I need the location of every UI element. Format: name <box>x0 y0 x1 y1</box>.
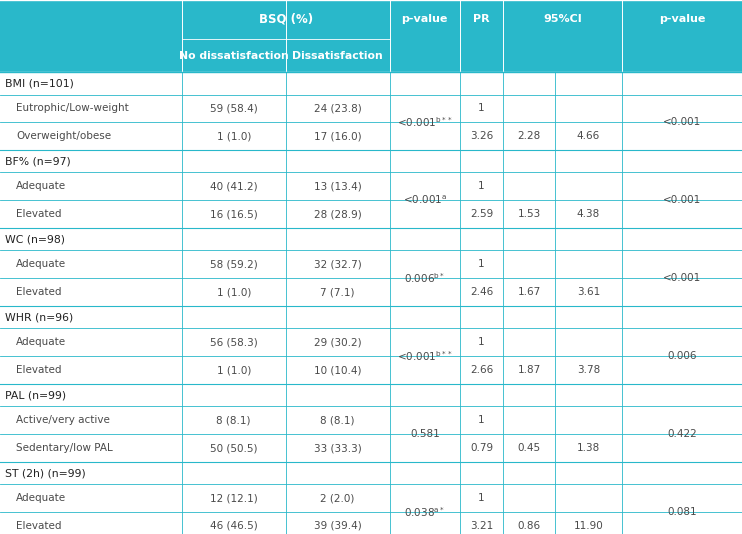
Text: Eutrophic/Low-weight: Eutrophic/Low-weight <box>16 104 129 113</box>
Text: 2.59: 2.59 <box>470 209 493 219</box>
Text: Adequate: Adequate <box>16 337 67 347</box>
Text: 8 (8.1): 8 (8.1) <box>321 415 355 425</box>
Text: 0.45: 0.45 <box>517 443 541 453</box>
Text: 50 (50.5): 50 (50.5) <box>210 443 257 453</box>
Text: 59 (58.4): 59 (58.4) <box>210 104 257 113</box>
Text: <0.001$^{\mathrm{b**}}$: <0.001$^{\mathrm{b**}}$ <box>397 115 453 129</box>
Text: 1: 1 <box>479 337 485 347</box>
Text: BSQ (%): BSQ (%) <box>259 13 312 26</box>
Text: 29 (30.2): 29 (30.2) <box>314 337 361 347</box>
Text: No dissatisfaction: No dissatisfaction <box>179 51 289 60</box>
Text: BF% (n=97): BF% (n=97) <box>5 156 71 166</box>
Text: 1.53: 1.53 <box>517 209 541 219</box>
Bar <box>0 39 742 72</box>
Bar <box>460 0 503 39</box>
Text: 58 (59.2): 58 (59.2) <box>210 260 257 269</box>
Text: 28 (28.9): 28 (28.9) <box>314 209 361 219</box>
Text: 32 (32.7): 32 (32.7) <box>314 260 361 269</box>
Text: 0.422: 0.422 <box>667 429 697 439</box>
Text: 4.38: 4.38 <box>577 209 600 219</box>
Text: p-value: p-value <box>401 14 448 25</box>
Text: 1: 1 <box>479 493 485 503</box>
Bar <box>182 0 390 39</box>
Text: 8 (8.1): 8 (8.1) <box>217 415 251 425</box>
Bar <box>622 0 742 39</box>
Text: PR: PR <box>473 14 490 25</box>
Text: 10 (10.4): 10 (10.4) <box>314 365 361 375</box>
Text: 0.86: 0.86 <box>517 521 541 531</box>
Text: 0.006$^{\mathrm{b*}}$: 0.006$^{\mathrm{b*}}$ <box>404 271 445 285</box>
Text: Overweight/obese: Overweight/obese <box>16 131 111 141</box>
Text: 24 (23.8): 24 (23.8) <box>314 104 361 113</box>
Text: <0.001: <0.001 <box>663 195 701 205</box>
Text: 1 (1.0): 1 (1.0) <box>217 287 251 297</box>
Text: 1: 1 <box>479 104 485 113</box>
Bar <box>390 0 460 39</box>
Text: 33 (33.3): 33 (33.3) <box>314 443 361 453</box>
Text: Adequate: Adequate <box>16 260 67 269</box>
Text: Adequate: Adequate <box>16 493 67 503</box>
Text: 17 (16.0): 17 (16.0) <box>314 131 361 141</box>
Text: 2.46: 2.46 <box>470 287 493 297</box>
Text: <0.001: <0.001 <box>663 273 701 283</box>
Text: 3.21: 3.21 <box>470 521 493 531</box>
Text: 2.66: 2.66 <box>470 365 493 375</box>
Text: BMI (n=101): BMI (n=101) <box>5 78 74 88</box>
Text: Sedentary/low PAL: Sedentary/low PAL <box>16 443 113 453</box>
Text: 0.081: 0.081 <box>667 507 697 517</box>
Text: 3.61: 3.61 <box>577 287 600 297</box>
Text: 1 (1.0): 1 (1.0) <box>217 131 251 141</box>
Text: 4.66: 4.66 <box>577 131 600 141</box>
Text: 1 (1.0): 1 (1.0) <box>217 365 251 375</box>
Text: 1: 1 <box>479 182 485 191</box>
Text: Dissatisfaction: Dissatisfaction <box>292 51 383 60</box>
Text: 3.78: 3.78 <box>577 365 600 375</box>
Text: Elevated: Elevated <box>16 287 62 297</box>
Text: WHR (n=96): WHR (n=96) <box>5 312 73 322</box>
Text: <0.001: <0.001 <box>663 117 701 127</box>
Text: 1.67: 1.67 <box>517 287 541 297</box>
Text: Elevated: Elevated <box>16 521 62 531</box>
Text: 1.38: 1.38 <box>577 443 600 453</box>
Text: 11.90: 11.90 <box>574 521 603 531</box>
Text: 7 (7.1): 7 (7.1) <box>321 287 355 297</box>
Text: 3.26: 3.26 <box>470 131 493 141</box>
Text: PAL (n=99): PAL (n=99) <box>5 390 66 400</box>
Text: Elevated: Elevated <box>16 209 62 219</box>
Text: 0.006: 0.006 <box>667 351 697 361</box>
Text: ST (2h) (n=99): ST (2h) (n=99) <box>5 468 86 478</box>
Text: 2 (2.0): 2 (2.0) <box>321 493 355 503</box>
Text: 2.28: 2.28 <box>517 131 541 141</box>
Text: 1.87: 1.87 <box>517 365 541 375</box>
Bar <box>0 0 182 39</box>
Text: 0.581: 0.581 <box>410 429 440 439</box>
Text: 46 (46.5): 46 (46.5) <box>210 521 257 531</box>
Text: 56 (58.3): 56 (58.3) <box>210 337 257 347</box>
Text: 16 (16.5): 16 (16.5) <box>210 209 257 219</box>
Text: 12 (12.1): 12 (12.1) <box>210 493 257 503</box>
Text: Adequate: Adequate <box>16 182 67 191</box>
Text: Active/very active: Active/very active <box>16 415 111 425</box>
Text: 40 (41.2): 40 (41.2) <box>210 182 257 191</box>
Bar <box>503 0 622 39</box>
Text: 95%CI: 95%CI <box>543 14 582 25</box>
Text: p-value: p-value <box>659 14 705 25</box>
Text: 13 (13.4): 13 (13.4) <box>314 182 361 191</box>
Text: 39 (39.4): 39 (39.4) <box>314 521 361 531</box>
Text: 1: 1 <box>479 415 485 425</box>
Text: 0.79: 0.79 <box>470 443 493 453</box>
Text: Elevated: Elevated <box>16 365 62 375</box>
Text: 0.038$^{\mathrm{a*}}$: 0.038$^{\mathrm{a*}}$ <box>404 505 445 519</box>
Text: <0.001$^{\mathrm{a}}$: <0.001$^{\mathrm{a}}$ <box>403 194 447 207</box>
Text: <0.001$^{\mathrm{b**}}$: <0.001$^{\mathrm{b**}}$ <box>397 349 453 363</box>
Text: WC (n=98): WC (n=98) <box>5 234 65 244</box>
Text: 1: 1 <box>479 260 485 269</box>
